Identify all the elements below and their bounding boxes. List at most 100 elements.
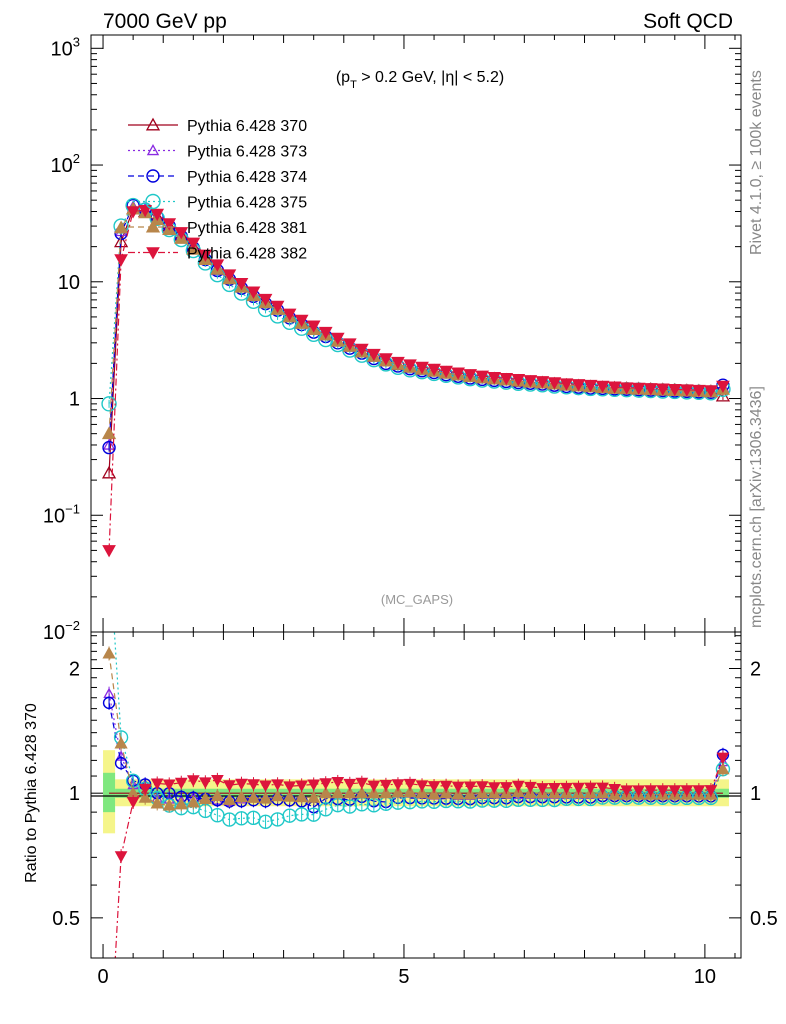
ratio-point <box>427 781 441 793</box>
series-line-374 <box>108 204 724 448</box>
series-line-375 <box>108 204 724 404</box>
ratio-point <box>692 785 706 797</box>
data-point <box>150 208 165 222</box>
ratio-point <box>186 775 200 787</box>
ratio-point <box>271 779 284 791</box>
ratio-point <box>415 786 429 799</box>
y-tick-label: 1 <box>69 389 80 411</box>
data-point <box>102 440 116 455</box>
ratio-point <box>211 774 224 787</box>
legend-label: Pythia 6.428 375 <box>187 195 307 212</box>
ratio-point <box>451 787 465 800</box>
ratio-point <box>114 756 128 770</box>
ratio-point <box>114 851 128 863</box>
data-point <box>162 218 177 231</box>
data-point <box>439 365 453 379</box>
ratio-point <box>548 782 561 795</box>
ratio-panel: 2 2 1 1 0.5 0.5 0 5 10 Ratio to Pythia 6.428 37… <box>23 631 778 988</box>
ratio-y-tick-label-right: 2 <box>750 659 761 681</box>
x-tick-labels: 0 5 10 <box>97 966 716 988</box>
data-point <box>595 380 610 394</box>
plot-cut-title: (pT > 0.2 GeV, |η| < 5.2) <box>336 69 504 91</box>
main-clip-group <box>101 197 731 558</box>
y-tick-label-base: 10 <box>43 622 65 644</box>
legend-marker <box>145 219 161 233</box>
ratio-point <box>138 783 152 796</box>
ratio-point <box>235 778 248 791</box>
data-point <box>342 338 357 351</box>
data-point <box>655 383 670 396</box>
data-point <box>403 359 417 372</box>
ratio-point <box>114 736 128 749</box>
ratio-point <box>704 785 718 797</box>
legend-label: Pythia 6.428 373 <box>187 144 307 161</box>
band-inner <box>103 772 116 813</box>
ratio-point <box>294 807 309 822</box>
ratio-point <box>560 782 573 795</box>
data-point <box>547 377 562 390</box>
legend-marker <box>146 144 160 156</box>
ratio-point <box>475 781 489 793</box>
data-point <box>114 254 128 267</box>
data-point <box>246 286 261 299</box>
ratio-point <box>379 779 393 792</box>
data-point <box>475 370 490 384</box>
legend-label: Pythia 6.428 370 <box>187 118 307 135</box>
ratio-y-tick-label-right: 1 <box>750 783 761 805</box>
ratio-point <box>463 787 477 800</box>
ratio-point <box>306 807 321 822</box>
ratio-point <box>716 762 730 775</box>
data-point <box>318 326 333 340</box>
ratio-point <box>511 780 525 793</box>
ratio-point <box>391 785 405 798</box>
legend-marker <box>146 169 160 183</box>
ratio-y-axis-label: Ratio to Pythia 6.428 370 <box>23 703 40 883</box>
ratio-point <box>222 793 237 805</box>
y-tick-label-base: 10 <box>51 38 73 60</box>
data-point <box>523 375 538 388</box>
data-point <box>138 204 153 218</box>
legend-marker <box>145 117 161 131</box>
ratio-point <box>415 780 429 792</box>
data-point <box>607 381 622 394</box>
y-tick-label: 10−2 <box>43 618 80 644</box>
ratio-point <box>403 785 417 798</box>
data-point <box>126 206 140 219</box>
ratio-point <box>584 782 597 795</box>
ratio-point <box>258 791 273 804</box>
analysis-watermark: (MC_GAPS) <box>381 592 453 607</box>
data-point <box>102 545 116 558</box>
data-point <box>113 220 129 234</box>
ratio-point <box>536 783 549 795</box>
data-point <box>222 269 237 282</box>
ratio-point <box>150 778 164 790</box>
header-left-label: 7000 GeV pp <box>103 10 227 33</box>
ratio-point <box>367 786 381 799</box>
data-point <box>415 361 429 375</box>
ratio-point <box>355 786 369 799</box>
ratio-point <box>319 778 333 790</box>
series-374 <box>102 198 730 455</box>
data-point <box>535 376 550 389</box>
series-line-373 <box>108 205 724 446</box>
legend-label: Pythia 6.428 381 <box>187 220 307 237</box>
ratio-point <box>307 779 321 791</box>
data-point <box>258 293 273 307</box>
ratio-point <box>499 782 513 794</box>
data-point <box>270 300 285 314</box>
ratio-point <box>307 790 321 803</box>
legend-entry-382: Pythia 6.428 382 <box>128 246 307 263</box>
ratio-point <box>247 779 260 791</box>
ratio-point <box>391 779 405 791</box>
y-tick-label-exponent: 2 <box>73 151 80 166</box>
y-tick-label-exponent: −2 <box>65 618 80 633</box>
data-point <box>330 332 345 346</box>
ratio-point <box>222 812 237 827</box>
data-point <box>631 382 646 396</box>
legend: Pythia 6.428 370 Pythia 6.428 373 Pythia 6… <box>128 117 307 263</box>
ratio-point <box>234 790 249 803</box>
ratio-point <box>210 789 224 802</box>
legend-marker <box>146 247 160 260</box>
ratio-axis-ticks <box>91 632 741 959</box>
data-point <box>282 308 297 321</box>
